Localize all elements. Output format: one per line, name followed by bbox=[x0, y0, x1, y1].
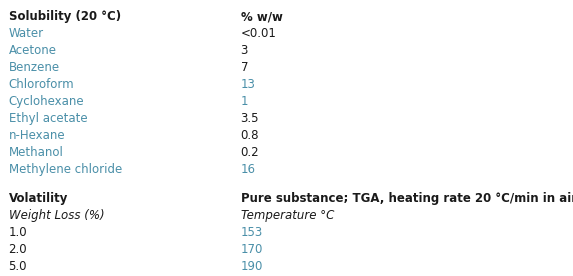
Text: Cyclohexane: Cyclohexane bbox=[9, 95, 84, 108]
Text: Chloroform: Chloroform bbox=[9, 78, 74, 91]
Text: 13: 13 bbox=[241, 78, 256, 91]
Text: 1.0: 1.0 bbox=[9, 226, 28, 239]
Text: 3.5: 3.5 bbox=[241, 112, 259, 125]
Text: 2.0: 2.0 bbox=[9, 243, 28, 256]
Text: Water: Water bbox=[9, 27, 44, 40]
Text: 0.8: 0.8 bbox=[241, 129, 259, 142]
Text: Acetone: Acetone bbox=[9, 44, 57, 57]
Text: Methylene chloride: Methylene chloride bbox=[9, 163, 122, 176]
Text: 1: 1 bbox=[241, 95, 248, 108]
Text: 7: 7 bbox=[241, 61, 248, 74]
Text: Temperature °C: Temperature °C bbox=[241, 209, 334, 222]
Text: Weight Loss (%): Weight Loss (%) bbox=[9, 209, 104, 222]
Text: Methanol: Methanol bbox=[9, 146, 64, 159]
Text: 0.2: 0.2 bbox=[241, 146, 260, 159]
Text: n-Hexane: n-Hexane bbox=[9, 129, 65, 142]
Text: 3: 3 bbox=[241, 44, 248, 57]
Text: Benzene: Benzene bbox=[9, 61, 60, 74]
Text: <0.01: <0.01 bbox=[241, 27, 277, 40]
Text: % w/w: % w/w bbox=[241, 10, 282, 23]
Text: 5.0: 5.0 bbox=[9, 260, 27, 273]
Text: 190: 190 bbox=[241, 260, 263, 273]
Text: Ethyl acetate: Ethyl acetate bbox=[9, 112, 87, 125]
Text: 170: 170 bbox=[241, 243, 263, 256]
Text: Pure substance; TGA, heating rate 20 °C/min in air: Pure substance; TGA, heating rate 20 °C/… bbox=[241, 192, 573, 205]
Text: 153: 153 bbox=[241, 226, 263, 239]
Text: Solubility (20 °C): Solubility (20 °C) bbox=[9, 10, 121, 23]
Text: Volatility: Volatility bbox=[9, 192, 68, 205]
Text: 16: 16 bbox=[241, 163, 256, 176]
